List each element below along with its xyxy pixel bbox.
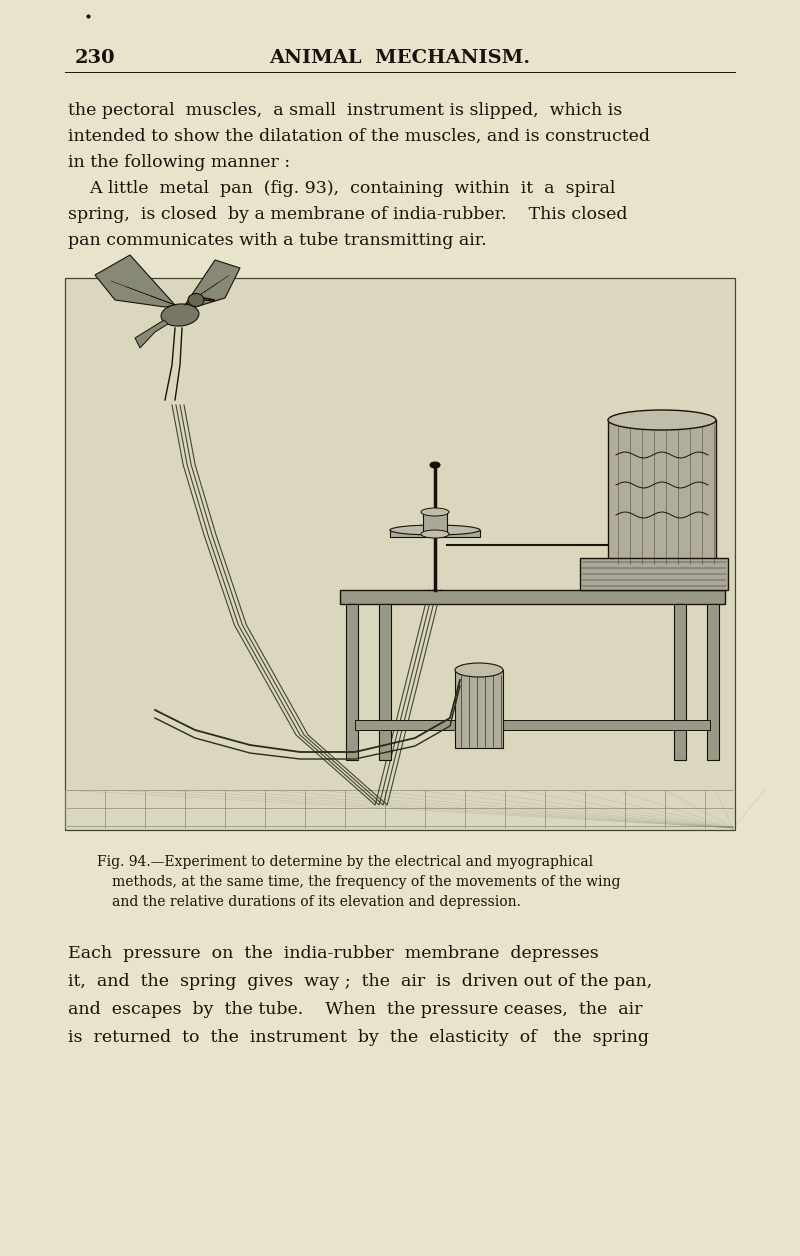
Ellipse shape [390, 525, 480, 535]
Text: in the following manner :: in the following manner : [68, 154, 290, 171]
Bar [707, 604, 719, 760]
Text: intended to show the dilatation of the muscles, and is constructed: intended to show the dilatation of the m… [68, 128, 650, 144]
Ellipse shape [455, 663, 503, 677]
Text: it,  and  the  spring  gives  way ;  the  air  is  driven out of the pan,: it, and the spring gives way ; the air i… [68, 973, 652, 990]
Bar [455, 669, 503, 749]
Bar [355, 720, 710, 730]
Bar [674, 604, 686, 760]
Text: 230: 230 [75, 49, 116, 67]
Bar [65, 278, 735, 830]
Text: Each  pressure  on  the  india-rubber  membrane  depresses: Each pressure on the india-rubber membra… [68, 945, 598, 962]
Bar [379, 604, 391, 760]
Bar [390, 530, 480, 538]
Polygon shape [185, 260, 240, 308]
Ellipse shape [608, 409, 716, 430]
Bar [608, 420, 716, 565]
Text: ANIMAL  MECHANISM.: ANIMAL MECHANISM. [270, 49, 530, 67]
Text: and the relative durations of its elevation and depression.: and the relative durations of its elevat… [112, 896, 521, 909]
Ellipse shape [161, 304, 199, 327]
Text: methods, at the same time, the frequency of the movements of the wing: methods, at the same time, the frequency… [112, 875, 621, 889]
Bar [580, 558, 728, 590]
Text: is  returned  to  the  instrument  by  the  elasticity  of   the  spring: is returned to the instrument by the ela… [68, 1029, 649, 1046]
Text: A little  metal  pan  (fig. 93),  containing  within  it  a  spiral: A little metal pan (fig. 93), containing… [68, 180, 615, 197]
Bar [346, 604, 358, 760]
Ellipse shape [188, 294, 204, 306]
Text: the pectoral  muscles,  a small  instrument is slipped,  which is: the pectoral muscles, a small instrument… [68, 102, 622, 119]
Polygon shape [135, 320, 168, 348]
Text: spring,  is closed  by a membrane of india-rubber.    This closed: spring, is closed by a membrane of india… [68, 206, 627, 224]
Bar [340, 590, 725, 604]
Text: and  escapes  by  the tube.    When  the pressure ceases,  the  air: and escapes by the tube. When the pressu… [68, 1001, 642, 1019]
Ellipse shape [421, 530, 449, 538]
Text: pan communicates with a tube transmitting air.: pan communicates with a tube transmittin… [68, 232, 486, 249]
Text: Fig. 94.—Experiment to determine by the electrical and myographical: Fig. 94.—Experiment to determine by the … [97, 855, 593, 869]
Ellipse shape [430, 462, 440, 468]
Ellipse shape [421, 507, 449, 516]
Bar [423, 512, 447, 534]
Polygon shape [95, 255, 175, 306]
